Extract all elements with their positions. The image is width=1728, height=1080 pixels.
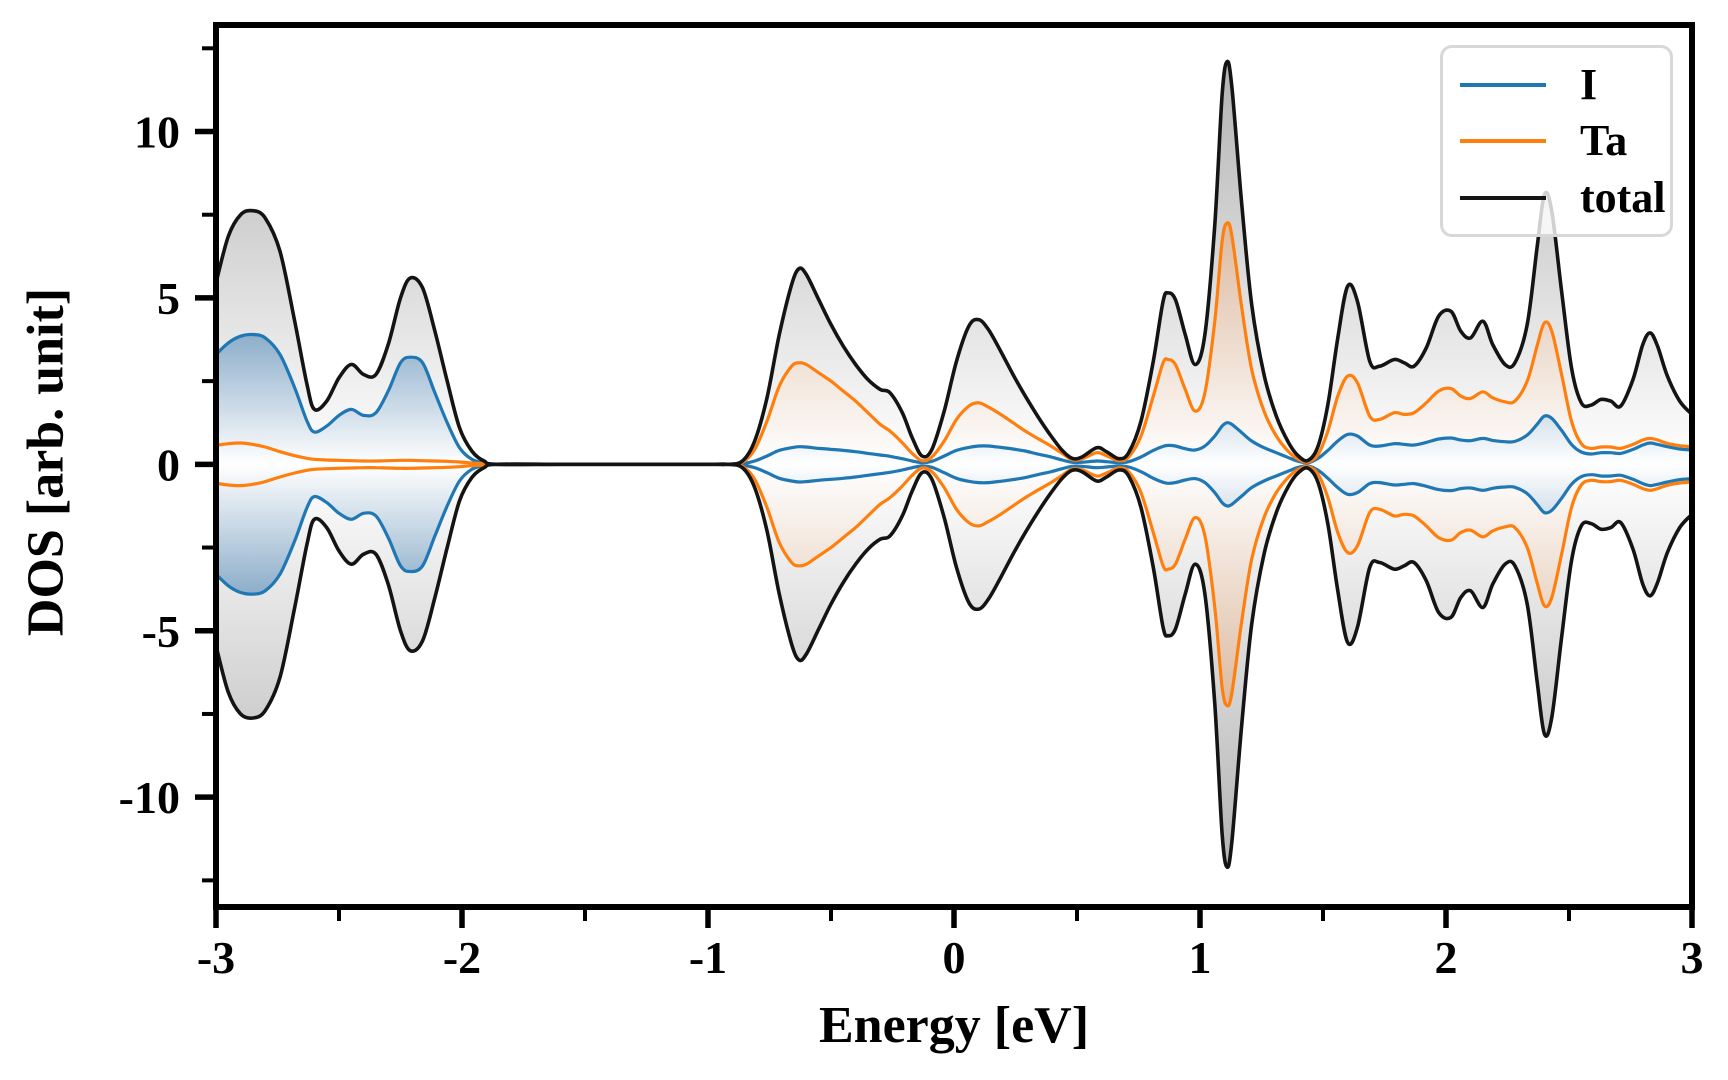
- y-tick-label: 0: [157, 439, 180, 490]
- x-tick-label: -3: [197, 932, 235, 983]
- x-tick-label: 2: [1435, 932, 1458, 983]
- legend: I Ta total: [1440, 45, 1673, 237]
- x-tick-label: -2: [443, 932, 481, 983]
- y-axis-label: DOS [arb. unit]: [17, 287, 75, 637]
- legend-item-Ta: Ta: [1460, 119, 1670, 163]
- legend-line-sample-I-icon: [1460, 82, 1546, 87]
- x-tick-label: -1: [689, 932, 727, 983]
- legend-item-I: I: [1460, 59, 1670, 109]
- legend-item-label: I: [1580, 59, 1598, 109]
- legend-item-total: total: [1460, 172, 1670, 222]
- line-total-spin-up: [214, 59, 1694, 467]
- plot-frame: [213, 22, 1695, 910]
- x-tick-label: 0: [943, 932, 966, 983]
- y-tick-label: 10: [134, 107, 180, 158]
- x-tick-label: 1: [1189, 932, 1212, 983]
- legend-item-label: Ta: [1580, 116, 1628, 165]
- area-I-fill: [216, 334, 1692, 595]
- axes-frame: [195, 22, 1695, 928]
- line-I-spin-down: [214, 462, 1694, 596]
- legend-line-sample-Ta-icon: [1460, 139, 1546, 143]
- legend-line-sample-total-icon: [1460, 195, 1546, 200]
- y-tick-label: -5: [142, 606, 180, 657]
- line-Ta-spin-down: [214, 462, 1694, 708]
- x-axis-label: Energy [eV]: [818, 997, 1090, 1054]
- line-I-spin-up: [214, 332, 1694, 467]
- line-Ta-spin-up: [214, 221, 1694, 467]
- y-tick-label: -10: [119, 772, 180, 823]
- line-total-spin-down: [214, 462, 1694, 870]
- area-fills: [216, 61, 1692, 868]
- x-tick-label: 3: [1681, 932, 1704, 983]
- legend-item-label: total: [1580, 172, 1666, 222]
- y-tick-label: 5: [157, 273, 180, 324]
- dos-curves: [214, 59, 1694, 870]
